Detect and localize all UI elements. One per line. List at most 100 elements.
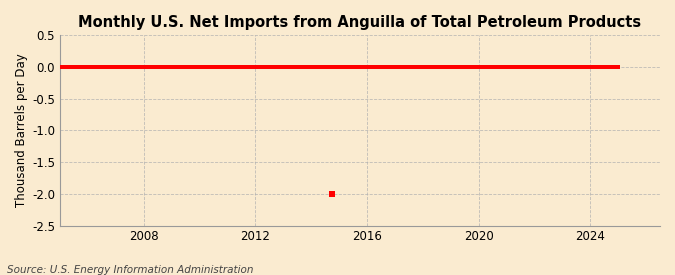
Point [192, 65, 202, 69]
Point [497, 65, 508, 69]
Point [369, 65, 379, 69]
Point [597, 65, 608, 69]
Point [343, 65, 354, 69]
Point [171, 65, 182, 69]
Point [301, 65, 312, 69]
Point [236, 65, 247, 69]
Point [480, 65, 491, 69]
Point [550, 65, 561, 69]
Point [78, 65, 88, 69]
Point [564, 65, 574, 69]
Point [476, 65, 487, 69]
Point [518, 65, 529, 69]
Point [92, 65, 103, 69]
Point [259, 65, 270, 69]
Point [82, 65, 93, 69]
Point [134, 65, 144, 69]
Point [199, 65, 210, 69]
Point [178, 65, 189, 69]
Point [555, 65, 566, 69]
Point [336, 65, 347, 69]
Point [66, 65, 77, 69]
Point [299, 65, 310, 69]
Point [103, 65, 114, 69]
Point [485, 65, 495, 69]
Point [59, 65, 70, 69]
Point [304, 65, 315, 69]
Point [87, 65, 98, 69]
Point [399, 65, 410, 69]
Point [610, 65, 621, 69]
Point [478, 65, 489, 69]
Point [269, 65, 279, 69]
Point [357, 65, 368, 69]
Point [350, 65, 360, 69]
Point [196, 65, 207, 69]
Point [296, 65, 307, 69]
Point [471, 65, 482, 69]
Point [115, 65, 126, 69]
Point [536, 65, 547, 69]
Point [254, 65, 265, 69]
Point [140, 65, 151, 69]
Point [108, 65, 119, 69]
Point [468, 65, 479, 69]
Point [568, 65, 579, 69]
Point [585, 65, 595, 69]
Point [362, 65, 373, 69]
Point [201, 65, 212, 69]
Point [427, 65, 437, 69]
Point [552, 65, 563, 69]
Point [346, 65, 356, 69]
Point [396, 65, 407, 69]
Point [392, 65, 402, 69]
Point [159, 65, 170, 69]
Point [71, 65, 82, 69]
Point [492, 65, 503, 69]
Point [571, 65, 582, 69]
Point [132, 65, 142, 69]
Point [85, 65, 96, 69]
Point [206, 65, 217, 69]
Point [252, 65, 263, 69]
Point [241, 65, 252, 69]
Point [127, 65, 138, 69]
Point [333, 65, 344, 69]
Point [450, 65, 461, 69]
Point [176, 65, 186, 69]
Point [487, 65, 498, 69]
Point [243, 65, 254, 69]
Text: Source: U.S. Energy Information Administration: Source: U.S. Energy Information Administ… [7, 265, 253, 275]
Point [383, 65, 394, 69]
Point [594, 65, 605, 69]
Point [153, 65, 163, 69]
Point [338, 65, 349, 69]
Point [545, 65, 556, 69]
Point [431, 65, 442, 69]
Point [97, 65, 107, 69]
Point [273, 65, 284, 69]
Point [250, 65, 261, 69]
Point [341, 65, 352, 69]
Point [227, 65, 238, 69]
Point [69, 65, 80, 69]
Point [557, 65, 568, 69]
Point [80, 65, 91, 69]
Point [224, 65, 235, 69]
Point [603, 65, 614, 69]
Point [157, 65, 168, 69]
Point [222, 65, 233, 69]
Point [371, 65, 381, 69]
Point [322, 65, 333, 69]
Point [161, 65, 172, 69]
Point [473, 65, 484, 69]
Point [613, 65, 624, 69]
Point [182, 65, 193, 69]
Point [429, 65, 440, 69]
Point [359, 65, 370, 69]
Point [410, 65, 421, 69]
Point [313, 65, 323, 69]
Point [287, 65, 298, 69]
Point [494, 65, 505, 69]
Point [155, 65, 165, 69]
